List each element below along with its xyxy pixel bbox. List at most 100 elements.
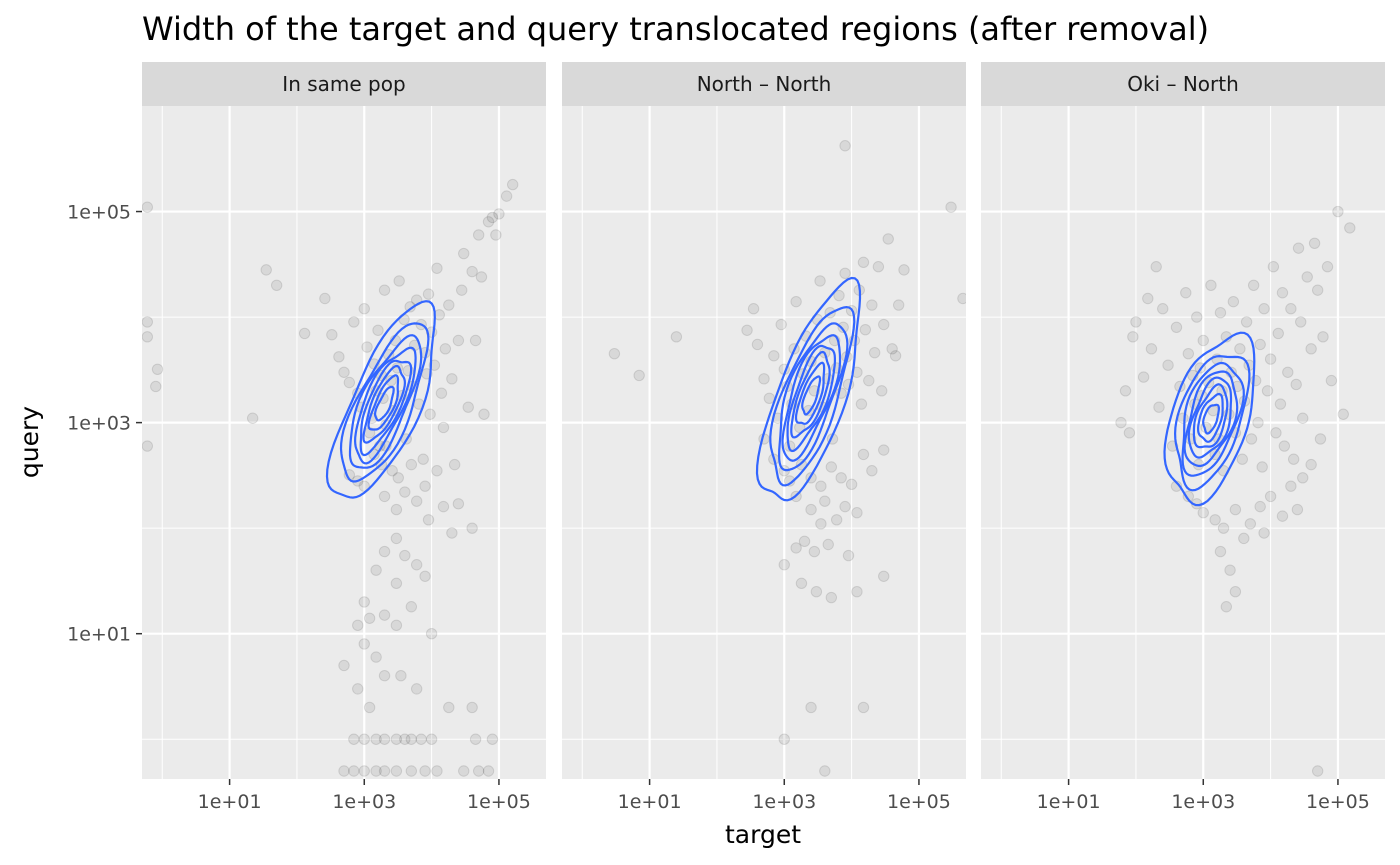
panel-background [562, 106, 966, 779]
data-point [1137, 371, 1150, 383]
data-point [370, 564, 382, 576]
data-point [439, 343, 452, 355]
data-point [348, 316, 360, 328]
data-point [889, 350, 902, 362]
x-tick-label: 1e+01 [1037, 791, 1101, 813]
data-point [348, 733, 360, 745]
data-point [458, 765, 470, 777]
x-tick-label: 1e+03 [332, 791, 396, 813]
data-point [486, 211, 499, 224]
data-point [482, 216, 495, 228]
data-point [415, 733, 427, 745]
data-point [372, 324, 384, 336]
points [1115, 205, 1356, 777]
data-point [448, 458, 461, 471]
data-point [437, 421, 450, 434]
data-point [338, 659, 350, 672]
data-point [1205, 279, 1217, 292]
data-point [842, 549, 855, 562]
contour-line [359, 359, 413, 457]
data-point [778, 733, 790, 745]
data-point [808, 545, 821, 558]
facet-strip [142, 62, 546, 106]
data-point [490, 229, 502, 241]
data-point [478, 408, 490, 420]
data-point [1261, 385, 1274, 397]
data-point [1311, 765, 1324, 777]
data-point [361, 341, 373, 353]
data-point [868, 346, 881, 359]
data-point [1229, 503, 1242, 516]
data-point [358, 596, 370, 608]
contour-line [1163, 331, 1256, 507]
data-point [1276, 287, 1289, 299]
density-contours [755, 276, 862, 502]
data-point [790, 295, 802, 308]
data-point [814, 275, 826, 287]
data-point [419, 480, 431, 492]
x-tick-label: 1e+05 [1306, 791, 1370, 813]
data-point [151, 363, 164, 376]
data-point [150, 380, 162, 393]
data-point [475, 271, 488, 283]
data-point [1252, 416, 1264, 429]
data-point [338, 366, 350, 378]
contour-line [1181, 361, 1245, 477]
data-point [422, 514, 435, 526]
data-point [751, 338, 764, 351]
data-point [1227, 295, 1240, 308]
data-point [1224, 564, 1236, 576]
data-point [410, 683, 423, 695]
facet-strip-label: North – North [697, 72, 832, 96]
data-point [390, 619, 403, 632]
data-point [1240, 316, 1253, 328]
data-point [352, 619, 364, 632]
data-point [1254, 500, 1266, 513]
data-point [500, 190, 513, 202]
contour-line [362, 364, 407, 444]
data-point [945, 201, 957, 213]
y-tick-label: 1e+03 [67, 413, 131, 435]
data-point [399, 549, 411, 562]
data-point [431, 262, 443, 274]
data-point [1244, 518, 1257, 530]
data-point [363, 612, 376, 624]
data-point [798, 535, 811, 548]
data-point [1157, 303, 1169, 315]
data-point [417, 453, 429, 465]
data-point [1291, 503, 1304, 516]
data-point [378, 609, 391, 621]
data-point [878, 318, 890, 331]
data-point [1236, 453, 1249, 465]
contour-line [1183, 370, 1239, 468]
data-point [878, 444, 890, 456]
data-point [343, 376, 356, 389]
data-point [393, 275, 405, 287]
data-point [851, 507, 863, 519]
data-point [830, 514, 843, 526]
data-point [422, 288, 435, 300]
data-point [1182, 347, 1195, 360]
data-point [472, 765, 485, 777]
data-point [425, 733, 438, 745]
data-point [298, 327, 311, 340]
contour-line [1192, 383, 1229, 449]
data-point [385, 374, 397, 387]
data-point [437, 500, 450, 513]
data-point [835, 472, 847, 484]
data-point [815, 480, 827, 492]
data-point [1282, 366, 1294, 378]
data-point [1180, 287, 1192, 299]
data-point [1229, 585, 1242, 598]
data-point [466, 265, 478, 278]
panel-north-north: North – North 1e+01 1e+03 1e+05 [562, 62, 966, 813]
data-point [390, 503, 403, 516]
data-point [424, 408, 436, 420]
data-point [348, 765, 360, 777]
facet-strip-label: In same pop [282, 72, 405, 96]
data-point [446, 373, 458, 385]
data-point [493, 208, 505, 220]
data-point [1119, 385, 1132, 397]
data-point [435, 387, 448, 399]
